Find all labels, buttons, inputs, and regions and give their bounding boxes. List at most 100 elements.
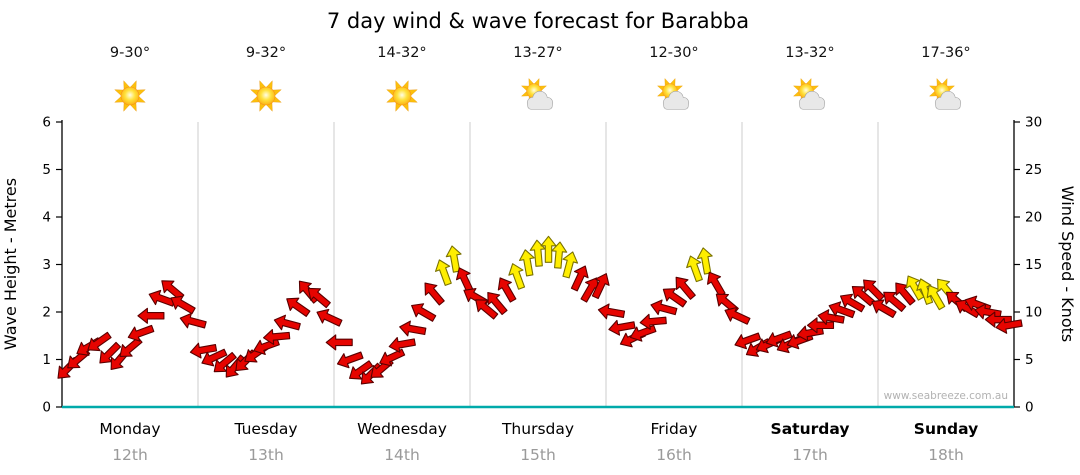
wind-arrow <box>349 360 374 380</box>
wind-arrow <box>424 282 445 306</box>
wind-arrow <box>650 299 678 316</box>
partly-cloudy-icon <box>657 78 690 110</box>
wind-arrow <box>170 295 196 315</box>
sunny-icon <box>114 80 146 112</box>
wind-arrow <box>817 309 845 326</box>
wind-arrow <box>562 251 579 279</box>
wind-arrow <box>179 312 207 329</box>
wind-arrow <box>828 301 856 319</box>
day-date-label: 14th <box>384 446 420 464</box>
wind-arrow <box>608 319 636 336</box>
cloud-fill <box>528 103 552 109</box>
wind-arrow <box>995 317 1023 334</box>
wind-arrow <box>765 330 793 348</box>
wind-arrow <box>189 342 218 359</box>
sun-disc <box>120 86 140 106</box>
sun-rays <box>250 80 282 112</box>
cloud-fill <box>800 103 824 109</box>
right-tick-label: 30 <box>1025 115 1042 131</box>
left-tick-label: 4 <box>42 210 51 226</box>
sun-disc <box>392 86 412 106</box>
temp-range: 9-30° <box>110 45 150 61</box>
temp-range: 13-27° <box>513 45 562 61</box>
right-tick-label: 5 <box>1025 352 1034 368</box>
wind-arrow <box>325 334 353 351</box>
wind-arrow <box>734 332 762 350</box>
sunny-icon <box>386 80 418 112</box>
day-date-label: 17th <box>792 446 828 464</box>
wind-arrow <box>540 235 557 263</box>
wind-arrow <box>597 303 626 320</box>
day-name-label: Monday <box>99 420 160 438</box>
temp-range: 12-30° <box>649 45 698 61</box>
watermark: www.seabreeze.com.au <box>884 390 1008 402</box>
wind-arrow <box>286 297 311 317</box>
wind-arrow <box>201 348 228 367</box>
cloud-fill <box>936 103 960 109</box>
right-axis-label: Wind Speed - Knots <box>1058 186 1077 342</box>
partly-cloudy-icon <box>793 78 826 110</box>
wind-arrow <box>529 239 546 267</box>
wind-arrow <box>119 336 143 358</box>
day-name-label: Saturday <box>771 420 850 438</box>
left-tick-label: 6 <box>42 115 51 131</box>
sunny-icon <box>250 80 282 112</box>
sun-shape <box>114 80 146 112</box>
wind-arrow <box>379 348 406 367</box>
partly-cloudy-icon <box>929 78 962 110</box>
wind-arrow <box>686 255 703 283</box>
right-tick-label: 0 <box>1025 400 1034 416</box>
wind-arrow <box>551 241 568 269</box>
wind-arrow <box>273 314 301 331</box>
wind-arrow <box>863 279 885 302</box>
tick-labels-layer: 0 1 2 3 4 5 6 0 5 10 15 20 25 30 <box>42 115 1042 416</box>
left-tick-label: 2 <box>42 305 51 321</box>
left-tick-label: 0 <box>42 400 51 416</box>
sun-shape <box>386 80 418 112</box>
cloud-fill <box>664 103 688 109</box>
wind-arrow <box>262 328 291 346</box>
wind-arrow <box>316 308 343 327</box>
wind-arrow <box>307 287 331 309</box>
wind-arrow <box>487 291 508 316</box>
temp-range: 9-32° <box>246 45 286 61</box>
sun-shape <box>250 80 282 112</box>
wind-arrow <box>411 303 437 322</box>
partly-cloudy-icon <box>521 78 554 110</box>
wind-arrow <box>806 317 835 334</box>
wind-arrow <box>475 299 499 320</box>
sun-disc <box>256 86 276 106</box>
temp-range: 14-32° <box>377 45 426 61</box>
day-date-label: 18th <box>928 446 964 464</box>
wind-arrow <box>225 354 246 378</box>
page-title: 7 day wind & wave forecast for Barabba <box>327 9 749 33</box>
day-name-label: Friday <box>651 420 698 438</box>
wind-arrow <box>399 320 427 337</box>
wind-arrow <box>127 324 155 342</box>
wind-arrow <box>435 259 452 286</box>
left-tick-label: 1 <box>42 352 51 368</box>
sun-rays <box>114 80 146 112</box>
wind-arrow <box>883 291 907 312</box>
wind-arrow <box>984 311 1012 328</box>
wind-arrow <box>508 263 526 290</box>
day-labels-layer: 9-30° Monday 12th 9-32° Tuesday 13th 14-32° Wed… <box>99 45 978 464</box>
wind-arrow <box>871 299 897 319</box>
wind-arrow <box>591 273 610 300</box>
wind-arrow <box>839 293 866 313</box>
temp-range: 13-32° <box>785 45 834 61</box>
wind-arrow <box>137 307 165 324</box>
sun-rays <box>386 80 418 112</box>
day-name-label: Tuesday <box>233 420 297 438</box>
wind-arrow <box>639 313 667 330</box>
wind-arrow <box>905 275 925 301</box>
day-name-label: Sunday <box>914 420 978 438</box>
wind-arrow <box>696 247 713 275</box>
wind-arrow <box>662 288 688 308</box>
right-tick-label: 25 <box>1025 162 1042 178</box>
right-tick-label: 20 <box>1025 210 1042 226</box>
wind-arrow <box>724 306 751 325</box>
